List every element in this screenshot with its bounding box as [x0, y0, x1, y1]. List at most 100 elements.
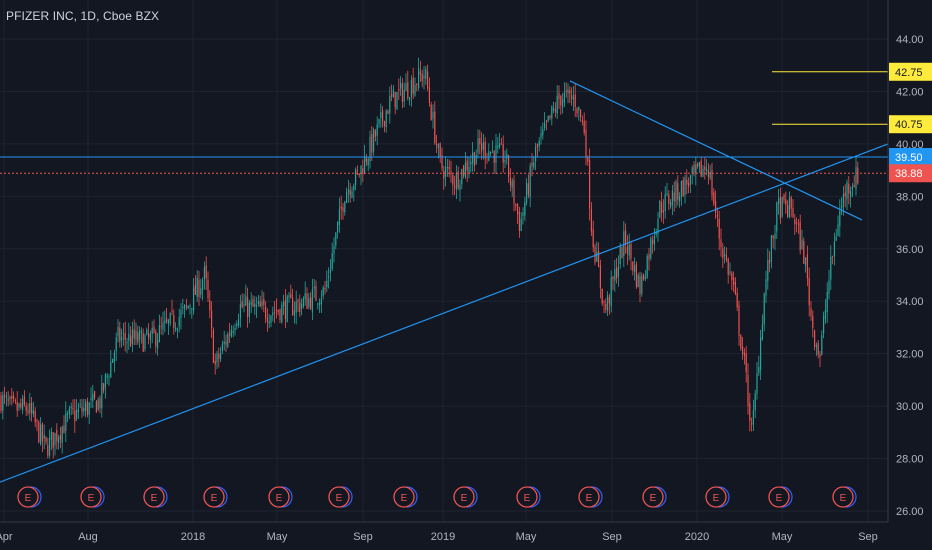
candle-body	[846, 182, 848, 200]
candle-body	[698, 161, 700, 168]
earnings-circle	[328, 486, 350, 508]
candle-body	[259, 301, 261, 307]
candle-body	[441, 155, 443, 169]
trend-lines	[0, 80, 889, 483]
candle-body	[68, 408, 70, 415]
candle-body	[310, 297, 312, 309]
candle-body	[335, 232, 337, 246]
chart-title: PFIZER INC, 1D, Cboe BZX	[6, 9, 160, 23]
candle-body	[556, 95, 558, 114]
candle-body	[43, 435, 45, 439]
earnings-marker: E	[705, 486, 730, 508]
x-tick-label: Apr	[0, 531, 13, 543]
candle-body	[428, 87, 430, 103]
earnings-circle	[768, 486, 790, 508]
candle-body	[308, 298, 310, 307]
candle-body	[835, 236, 837, 241]
candle-body	[103, 383, 105, 391]
candle-body	[23, 396, 25, 405]
candle-body	[583, 120, 585, 133]
candle-body	[603, 301, 605, 303]
x-tick-label: Sep	[353, 531, 373, 543]
candle-body	[166, 318, 168, 322]
candle-body	[419, 71, 421, 75]
candle-body	[853, 184, 855, 188]
candle-body	[56, 429, 58, 442]
candle-body	[13, 395, 15, 399]
candle-body	[776, 202, 778, 232]
candle-body	[808, 277, 810, 306]
candle-body	[421, 73, 423, 82]
candle-body	[536, 144, 538, 148]
candle-body	[173, 315, 175, 329]
candle-body	[58, 437, 60, 444]
candle-body	[731, 273, 733, 281]
candle-body	[749, 403, 751, 421]
candle-body	[407, 82, 409, 99]
candle-body	[70, 406, 72, 408]
candle-body	[193, 287, 195, 312]
earnings-marker: E	[203, 486, 228, 508]
candle-body	[52, 432, 54, 448]
price-label-text: 38.88	[895, 168, 923, 180]
candle-body	[410, 80, 412, 97]
candle-body	[239, 303, 241, 319]
candle-body	[542, 129, 544, 136]
candle-body	[585, 129, 587, 158]
candle-body	[265, 306, 267, 319]
candle-body	[180, 310, 182, 318]
candle-body	[304, 293, 306, 300]
candle-body	[549, 115, 551, 119]
candle-body	[301, 303, 303, 309]
candle-body	[290, 293, 292, 299]
candle-body	[106, 375, 108, 378]
candle-body	[529, 165, 531, 197]
candle-body	[578, 106, 580, 111]
candle-body	[662, 210, 664, 213]
candle-body	[576, 108, 578, 114]
candle-body	[133, 329, 135, 339]
candle-body	[558, 92, 560, 100]
candle-body	[727, 259, 729, 275]
candle-body	[110, 361, 112, 378]
candle-body	[481, 143, 483, 152]
candle-body	[711, 169, 713, 196]
candle-body	[464, 163, 466, 178]
candle-body	[333, 246, 335, 254]
candle-body	[652, 240, 654, 244]
candle-body	[175, 327, 177, 330]
candle-body	[724, 254, 726, 256]
candle-body	[191, 308, 193, 310]
candle-body	[155, 331, 157, 347]
candle-body	[322, 287, 324, 297]
candle-body	[97, 399, 99, 410]
candle-body	[32, 410, 34, 415]
candle-body	[637, 274, 639, 288]
candle-body	[466, 160, 468, 171]
candle-body	[65, 413, 67, 431]
candle-body	[448, 166, 450, 170]
candle-body	[648, 254, 650, 260]
candle-body	[457, 171, 459, 189]
candle-body	[130, 335, 132, 346]
candle-body	[288, 295, 290, 297]
candle-body	[121, 336, 123, 341]
candle-body	[324, 288, 326, 290]
candle-body	[387, 110, 389, 114]
candle-body	[364, 155, 366, 174]
candle-body	[248, 302, 250, 317]
earnings-circle	[578, 486, 600, 508]
earnings-marker: E	[17, 486, 42, 508]
candle-body	[639, 276, 641, 295]
candle-body	[803, 241, 805, 264]
candle-body	[205, 265, 207, 279]
candle-body	[686, 179, 688, 185]
candle-body	[709, 172, 711, 179]
candle-body	[274, 311, 276, 313]
earnings-marker: E	[832, 486, 857, 508]
price-label-bg	[889, 62, 932, 81]
candle-body	[668, 194, 670, 204]
candle-body	[29, 403, 31, 413]
